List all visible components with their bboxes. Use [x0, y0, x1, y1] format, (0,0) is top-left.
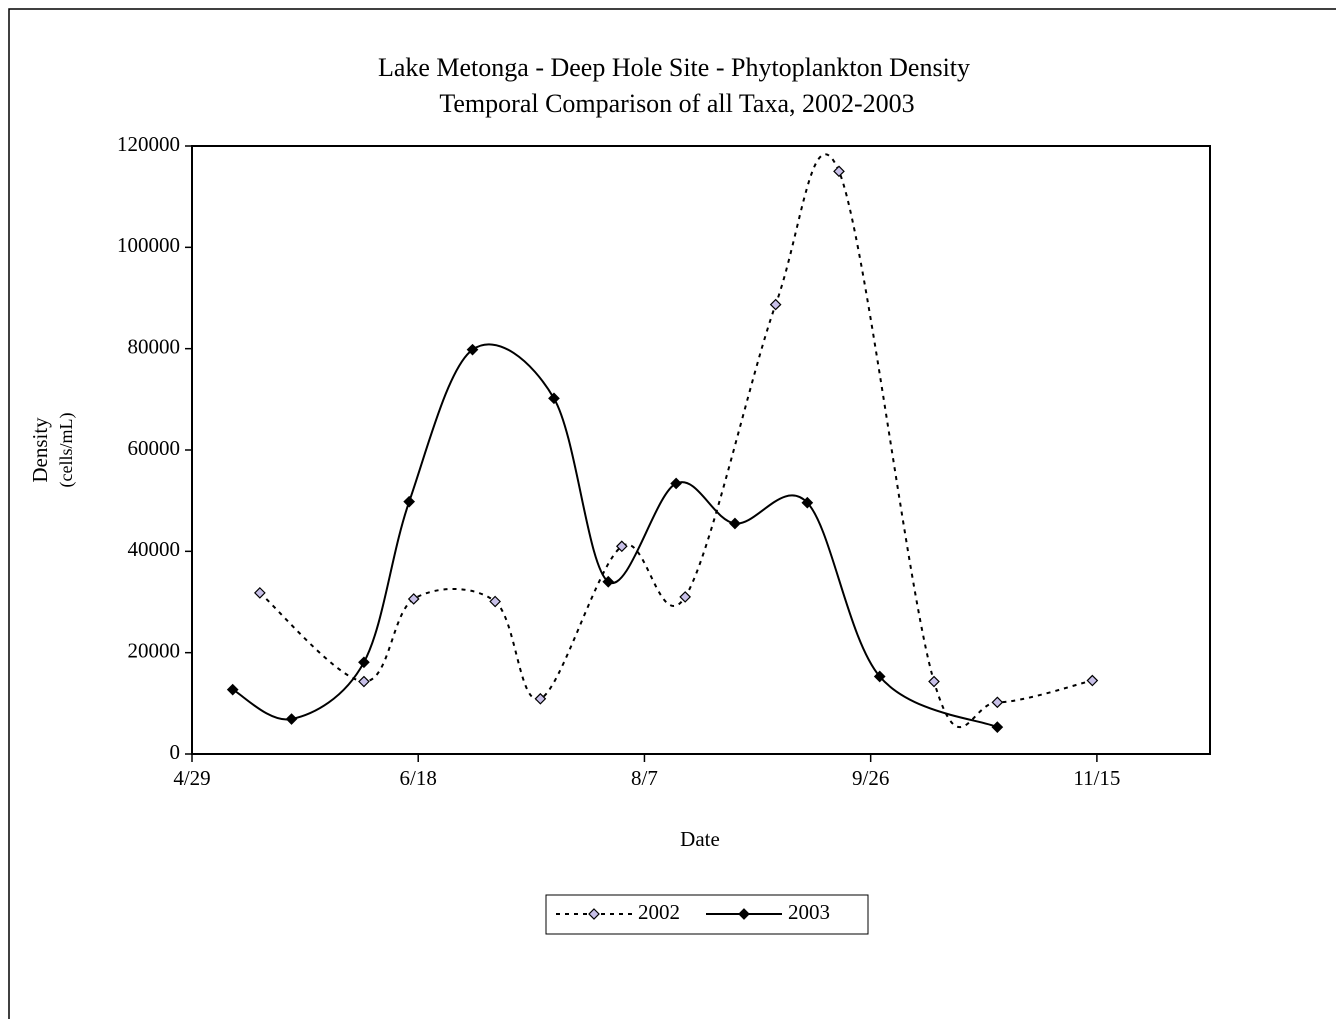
legend-marker [738, 908, 750, 920]
data-point [254, 587, 266, 599]
data-point [466, 343, 479, 356]
data-point [358, 656, 370, 669]
legend-marker [588, 908, 600, 920]
legend-label: 2002 [638, 900, 680, 924]
data-point [602, 575, 615, 588]
data-point [403, 495, 416, 508]
data-point [407, 593, 420, 605]
x-tick-label: 11/15 [1073, 766, 1120, 790]
y-tick-label: 100000 [117, 233, 180, 257]
data-point [729, 517, 741, 530]
data-point [226, 683, 239, 696]
series-line [232, 343, 998, 729]
y-axis-label: (cells/mL) [56, 413, 77, 488]
y-tick-label: 0 [170, 740, 181, 764]
series-line [259, 153, 1093, 728]
data-point [670, 477, 682, 490]
legend-label: 2003 [788, 900, 830, 924]
x-axis-label: Date [680, 827, 720, 851]
data-point [534, 692, 547, 705]
data-point [991, 696, 1004, 709]
data-point [991, 721, 1004, 733]
data-point [489, 595, 501, 608]
chart-border [8, 8, 1336, 1019]
data-point [801, 496, 814, 509]
y-tick-label: 40000 [128, 537, 181, 561]
plot-area [191, 145, 1211, 755]
chart-subtitle: Temporal Comparison of all Taxa, 2002-20… [439, 89, 914, 118]
x-tick-label: 9/26 [852, 766, 889, 790]
data-point [873, 670, 886, 683]
y-tick-label: 120000 [117, 132, 180, 156]
data-point [679, 591, 692, 603]
y-axis-label: Density [28, 417, 52, 483]
x-tick-label: 8/7 [631, 766, 658, 790]
x-tick-label: 4/29 [173, 766, 210, 790]
y-tick-label: 80000 [128, 334, 181, 358]
x-tick-label: 6/18 [400, 766, 437, 790]
y-tick-label: 60000 [128, 436, 181, 460]
data-point [548, 392, 560, 405]
data-point [615, 540, 628, 553]
data-point [769, 298, 782, 311]
data-point [928, 675, 940, 688]
y-tick-label: 20000 [128, 638, 181, 662]
data-point [833, 165, 845, 178]
data-point [1086, 674, 1099, 687]
data-point [358, 675, 370, 688]
data-point [285, 713, 298, 725]
chart-title: Lake Metonga - Deep Hole Site - Phytopla… [378, 53, 970, 82]
